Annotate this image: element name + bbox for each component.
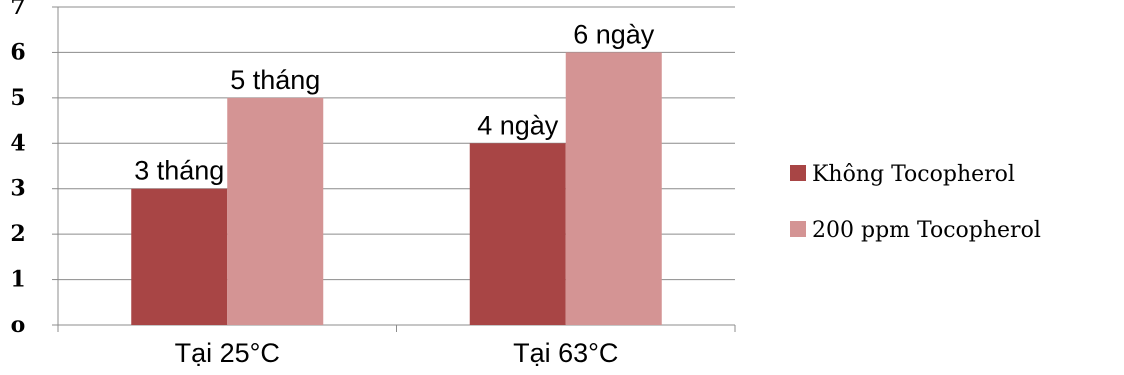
bar-200ppm-tocopherol — [227, 97, 324, 325]
data-label: 6 ngày — [573, 19, 655, 49]
data-label: 4 ngày — [477, 110, 559, 140]
y-tick-label: 2 — [10, 221, 25, 247]
bar-200ppm-tocopherol — [565, 52, 662, 326]
bar-khong-tocopherol — [469, 143, 566, 325]
y-tick-label: 4 — [10, 130, 25, 156]
legend-label: Không Tocopherol — [812, 162, 1015, 187]
y-tick-label: 6 — [10, 39, 25, 65]
x-category-label: Tại 63°C — [513, 338, 618, 368]
legend-swatch — [790, 165, 806, 181]
legend-label: 200 ppm Tocopherol — [812, 218, 1041, 243]
y-tick-label: o — [11, 312, 26, 338]
y-tick-label: 1 — [10, 267, 25, 293]
y-tick-label: 5 — [10, 85, 25, 111]
data-label: 3 tháng — [134, 156, 224, 186]
data-label: 5 tháng — [230, 65, 320, 95]
x-category-label: Tại 25°C — [175, 338, 280, 368]
legend-swatch — [790, 221, 806, 237]
bar-khong-tocopherol — [131, 188, 228, 325]
y-tick-label: 7 — [10, 0, 25, 20]
y-tick-label: 3 — [10, 176, 25, 202]
